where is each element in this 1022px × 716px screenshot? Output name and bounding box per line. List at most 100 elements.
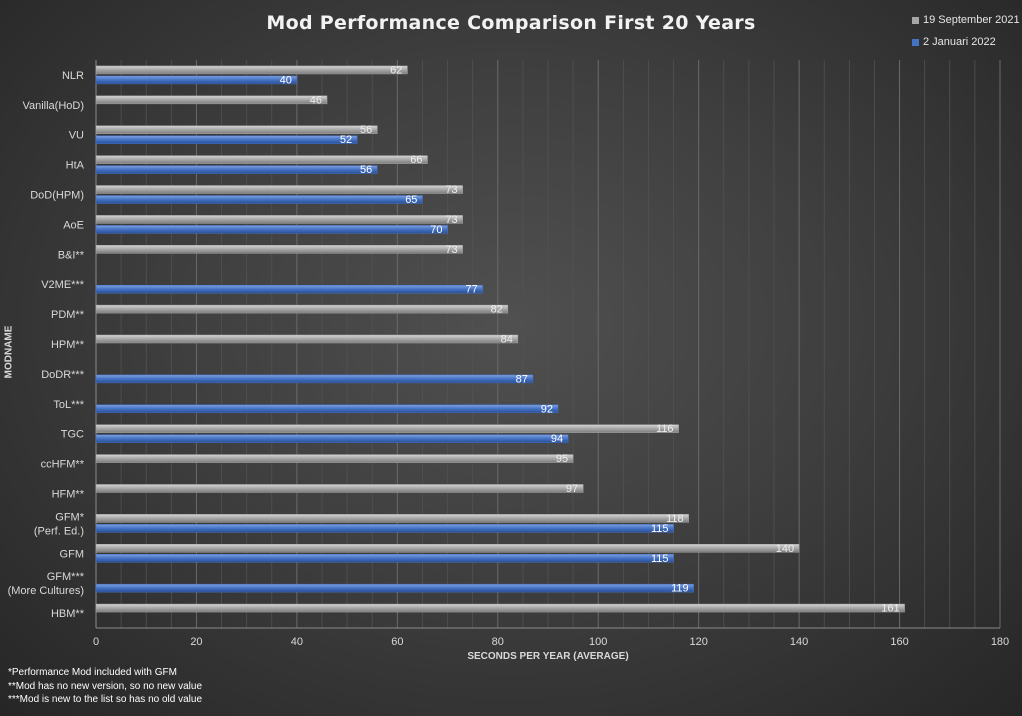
bar-series-2 <box>95 165 378 174</box>
x-axis-title: SECONDS PER YEAR (AVERAGE) <box>467 651 629 662</box>
bar-value-label: 77 <box>465 284 477 296</box>
bar-series-2 <box>95 583 694 593</box>
bar-value-label: 95 <box>556 453 568 465</box>
x-tick-label: 60 <box>391 636 403 648</box>
bar-series-2 <box>95 284 483 294</box>
bar-value-label: 115 <box>651 523 669 535</box>
bar-series-1 <box>95 334 519 344</box>
bar-series-2 <box>95 75 298 85</box>
y-category-label: (Perf. Ed.) <box>34 525 84 537</box>
x-tick-label: 0 <box>93 636 99 648</box>
y-category-label: ccHFM** <box>41 459 85 471</box>
y-category-label: B&I** <box>58 249 85 261</box>
bar-value-label: 65 <box>405 194 417 206</box>
bar-value-label: 46 <box>310 94 322 106</box>
bars: 6240465652665673657370737782848792116949… <box>95 64 905 615</box>
y-category-label: NLR <box>62 70 84 82</box>
bar-value-label: 52 <box>340 134 352 146</box>
bar-series-1 <box>95 514 689 523</box>
x-tick-label: 80 <box>492 636 504 648</box>
bar-value-label: 84 <box>501 334 513 346</box>
bar-series-1 <box>95 424 679 433</box>
y-category-label: VU <box>69 130 84 142</box>
bar-value-label: 82 <box>491 304 503 316</box>
bar-series-2 <box>95 524 674 533</box>
bar-value-label: 70 <box>430 224 442 236</box>
legend: 19 September 2021 2 Januari 2022 <box>912 10 1020 54</box>
y-category-label: DoD(HPM) <box>30 190 84 202</box>
y-category-label: ToL*** <box>53 399 84 411</box>
y-axis-title-text: MODNAME <box>3 325 15 379</box>
bar-value-label: 73 <box>445 244 457 256</box>
footnote-3: ***Mod is new to the list so has no old … <box>8 694 202 705</box>
y-category-label: HPM** <box>51 339 85 351</box>
bar-series-2 <box>95 135 358 144</box>
y-category-label: PDM** <box>51 309 85 321</box>
legend-item-series-1: 19 September 2021 <box>912 10 1020 30</box>
bar-series-1 <box>95 304 509 314</box>
y-category-label: TGC <box>61 429 84 441</box>
y-axis-title: MODNAME <box>2 326 16 379</box>
bar-value-label: 161 <box>881 603 899 615</box>
bar-series-2 <box>95 374 534 384</box>
footnote-1: *Performance Mod included with GFM <box>8 667 177 678</box>
y-category-label: AoE <box>63 219 84 231</box>
chart-title: Mod Performance Comparison First 20 Year… <box>266 12 756 34</box>
bar-series-2 <box>95 225 448 234</box>
bar-series-2 <box>95 554 674 563</box>
bar-series-1 <box>95 484 584 493</box>
bar-series-1 <box>95 155 428 164</box>
bar-series-1 <box>95 125 378 134</box>
x-tick-label: 180 <box>991 636 1009 648</box>
bar-series-1 <box>95 215 463 224</box>
footnotes: *Performance Mod included with GFM **Mod… <box>8 666 202 707</box>
bar-value-label: 56 <box>360 124 372 136</box>
bar-value-label: 140 <box>776 543 794 555</box>
x-tick-label: 120 <box>689 636 707 648</box>
y-category-label: GFM*** <box>47 571 85 583</box>
y-category-label: (More Cultures) <box>8 585 84 597</box>
bar-value-label: 73 <box>445 214 457 226</box>
bar-series-2 <box>95 434 569 443</box>
x-tick-label: 20 <box>190 636 202 648</box>
y-category-labels: NLR Vanilla(HoD) VU HtA DoD(HPM) AoE B&I** V2ME… <box>8 70 85 620</box>
x-tick-label: 160 <box>890 636 908 648</box>
bar-value-label: 94 <box>551 433 563 445</box>
x-tick-label: 40 <box>291 636 303 648</box>
bar-value-label: 40 <box>280 74 292 86</box>
gridlines <box>95 60 1001 629</box>
bar-series-1 <box>95 603 905 613</box>
bar-series-1 <box>95 245 463 254</box>
bar-value-label: 92 <box>541 403 553 415</box>
bar-series-1 <box>95 95 328 105</box>
y-category-label: HFM** <box>52 488 85 500</box>
y-category-label: HBM** <box>51 608 85 620</box>
bar-value-label: 62 <box>390 64 402 76</box>
bar-value-label: 116 <box>656 423 674 435</box>
footnote-2: **Mod has no new version, so no new valu… <box>8 680 203 692</box>
y-category-label: HtA <box>66 160 85 172</box>
bar-value-label: 73 <box>445 184 457 196</box>
legend-label-series-2: 2 Januari 2022 <box>923 36 996 48</box>
y-category-label: DoDR*** <box>41 369 85 381</box>
bar-series-2 <box>95 404 559 414</box>
legend-swatch-series-1 <box>912 16 919 24</box>
bar-value-label: 66 <box>410 154 422 166</box>
bar-value-label: 118 <box>666 513 684 525</box>
x-tick-label: 100 <box>589 636 607 648</box>
y-category-label: Vanilla(HoD) <box>22 100 84 112</box>
bar-series-1 <box>95 454 574 463</box>
y-category-label: GFM <box>60 548 84 560</box>
bar-value-label: 87 <box>516 373 528 385</box>
bar-value-label: 119 <box>671 583 689 595</box>
legend-item-series-2: 2 Januari 2022 <box>912 32 1020 52</box>
bar-series-1 <box>95 544 800 553</box>
bar-series-1 <box>95 185 463 194</box>
bar-series-1 <box>95 65 408 75</box>
bar-value-label: 97 <box>566 483 578 495</box>
bar-value-label: 56 <box>360 164 372 176</box>
bar-value-label: 115 <box>651 553 669 565</box>
y-category-label: V2ME*** <box>41 279 85 291</box>
y-category-label: GFM* <box>55 511 84 523</box>
